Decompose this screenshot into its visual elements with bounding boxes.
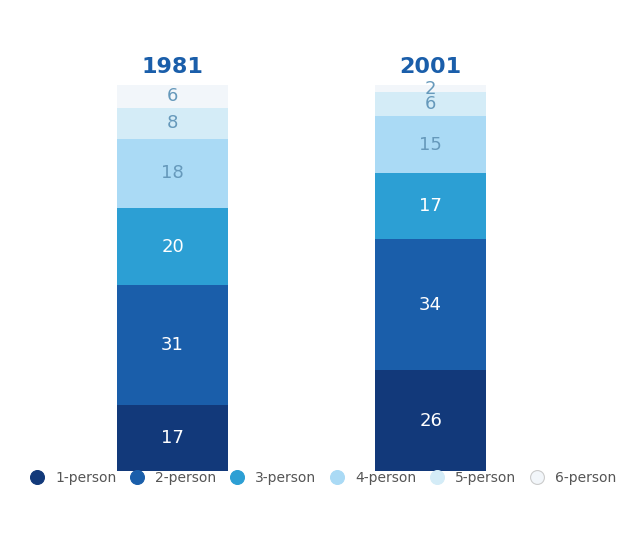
Text: 31: 31 — [161, 337, 184, 354]
Text: 2: 2 — [425, 80, 436, 97]
Bar — [117, 139, 228, 208]
Text: 34: 34 — [419, 296, 442, 314]
Bar — [117, 85, 228, 108]
Text: 18: 18 — [161, 164, 184, 182]
Bar — [117, 208, 228, 286]
Text: 15: 15 — [419, 135, 442, 154]
Text: 1981: 1981 — [141, 57, 204, 77]
Bar — [375, 116, 486, 173]
Text: 26: 26 — [419, 411, 442, 430]
Bar — [375, 93, 486, 116]
Text: 17: 17 — [161, 429, 184, 447]
Bar — [117, 405, 228, 471]
Bar — [375, 173, 486, 239]
Legend: 1-person, 2-person, 3-person, 4-person, 5-person, 6-person: 1-person, 2-person, 3-person, 4-person, … — [18, 465, 622, 491]
Text: 2001: 2001 — [399, 57, 461, 77]
Bar — [375, 85, 486, 93]
Bar — [117, 286, 228, 405]
Bar — [375, 239, 486, 370]
Text: 8: 8 — [167, 114, 178, 132]
Text: 17: 17 — [419, 197, 442, 215]
Text: 6: 6 — [425, 95, 436, 113]
Text: 20: 20 — [161, 238, 184, 256]
Text: 6: 6 — [167, 87, 178, 105]
Bar — [375, 370, 486, 471]
Bar — [117, 108, 228, 139]
